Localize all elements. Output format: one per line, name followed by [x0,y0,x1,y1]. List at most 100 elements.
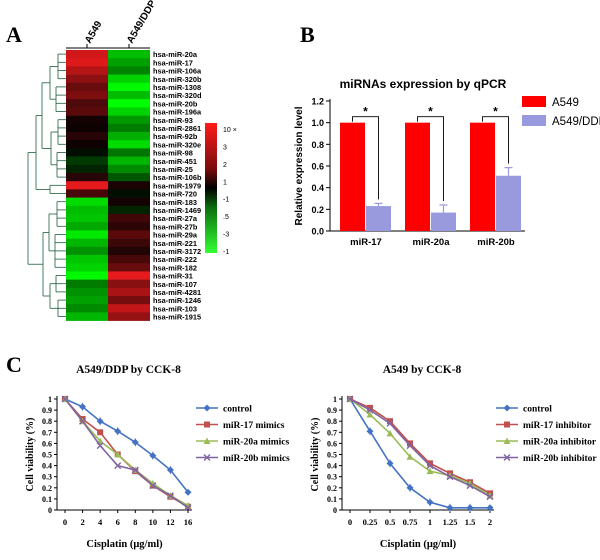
data-point [366,406,374,414]
series-line [64,398,189,493]
data-point [114,462,122,470]
legend-tick-label: .5 [223,214,229,221]
chart-title: miRNAs expression by qPCR [340,77,507,91]
legend-tick-label: 10 × [223,127,237,134]
row-label: hsa-miR-31 [153,272,193,281]
heatmap-cell [108,99,150,108]
y-tick-label: 1.2 [311,97,324,107]
y-tick-label: 1 [333,395,337,404]
data-point [97,429,104,436]
data-point [79,417,87,425]
data-point [387,418,393,425]
chart-title: A549 by CCK-8 [383,364,462,376]
x-axis-label: Cisplatin (μg/ml) [86,539,163,550]
data-point [367,404,373,411]
heatmap-cell [108,173,150,182]
heatmap-cell [108,205,150,215]
row-label: hsa-miR-2861 [153,124,201,133]
data-point [386,429,394,437]
series-line [64,398,189,509]
data-point [184,504,192,512]
data-point [504,421,510,428]
data-point [466,504,474,512]
row-label: hsa-miR-27b [153,222,198,231]
data-point [426,462,434,470]
data-point [96,417,104,425]
heatmap-cell [66,246,108,256]
heatmap-cell [66,296,108,305]
heatmap-cell [66,66,108,75]
y-tick-label: 0.9 [42,406,52,415]
data-point [486,492,494,499]
row-label: hsa-miR-1308 [153,83,201,92]
heatmap-cell [108,82,150,92]
heatmap-cell [66,148,108,157]
row-label: hsa-miR-182 [153,263,197,272]
legend-tick-label: 1 [223,179,227,186]
data-point [149,482,157,490]
legend-label: miR-20a inhibitor [523,438,597,448]
legend-swatch [522,115,546,126]
heatmap-cell [66,271,108,280]
heatmap-cell [108,132,150,141]
heatmap-cell [108,189,150,198]
y-tick-label: 0.4 [42,462,52,471]
heatmap-cell [108,140,150,149]
data-point [503,437,511,444]
x-tick-label: 0.5 [385,517,396,527]
x-tick-label: 0 [63,517,67,527]
series-line [349,398,491,497]
y-tick-label: 0.6 [42,439,52,448]
heatmap-cell [66,238,108,248]
column-label: A549 [83,19,105,46]
y-tick-label: 1.0 [311,118,324,128]
heatmap-cell [108,279,150,289]
x-tick-label: 1.5 [465,517,476,527]
data-point [149,452,157,460]
row-label: hsa-miR-3172 [153,247,201,256]
legend-swatch [522,96,546,107]
row-label: hsa-miR-93 [153,116,193,125]
series-line [349,398,491,495]
heatmap-cell [108,238,150,248]
y-tick-label: 0.7 [42,428,52,437]
heatmap-cell [66,115,108,125]
x-tick-label: 1.25 [443,517,458,527]
heatmap-cell [66,205,108,215]
heatmap-cell [66,140,108,149]
data-point [426,467,434,475]
row-label: hsa-miR-720 [153,190,197,199]
x-tick-label: 8 [133,517,137,527]
heatmap-cell [108,148,150,157]
heatmap-cell [66,287,108,297]
data-point [203,454,211,461]
x-tick-label: 2 [488,517,492,527]
data-point [114,451,122,458]
heatmap-cell [66,82,108,92]
y-axis-label: Cell viability (%) [310,418,321,492]
x-tick-label: 10 [149,517,158,527]
row-label: hsa-miR-107 [153,280,197,289]
row-label: hsa-miR-183 [153,198,197,207]
row-label: hsa-miR-1979 [153,181,201,190]
row-label: hsa-miR-25 [153,165,193,174]
heatmap-cell [108,246,150,256]
heatmap-cell [108,107,150,116]
row-label: hsa-miR-196a [153,108,202,117]
y-tick-label: 0.3 [327,473,337,482]
bar [470,122,495,231]
row-label: hsa-miR-29a [153,231,198,240]
y-tick-label: 0.5 [42,451,52,460]
x-tick-label: 0.75 [403,517,418,527]
legend-tick-label: 3 [223,144,227,151]
y-tick-label: 0.2 [42,484,52,493]
row-label: hsa-miR-98 [153,149,193,158]
significance-bracket [417,116,444,201]
significance-marker: * [363,105,368,119]
bar [431,212,456,231]
bar [405,122,430,231]
data-point [114,427,122,435]
heatmap-cell [66,279,108,289]
legend-tick-label: -1 [223,197,229,204]
data-point [407,440,413,447]
